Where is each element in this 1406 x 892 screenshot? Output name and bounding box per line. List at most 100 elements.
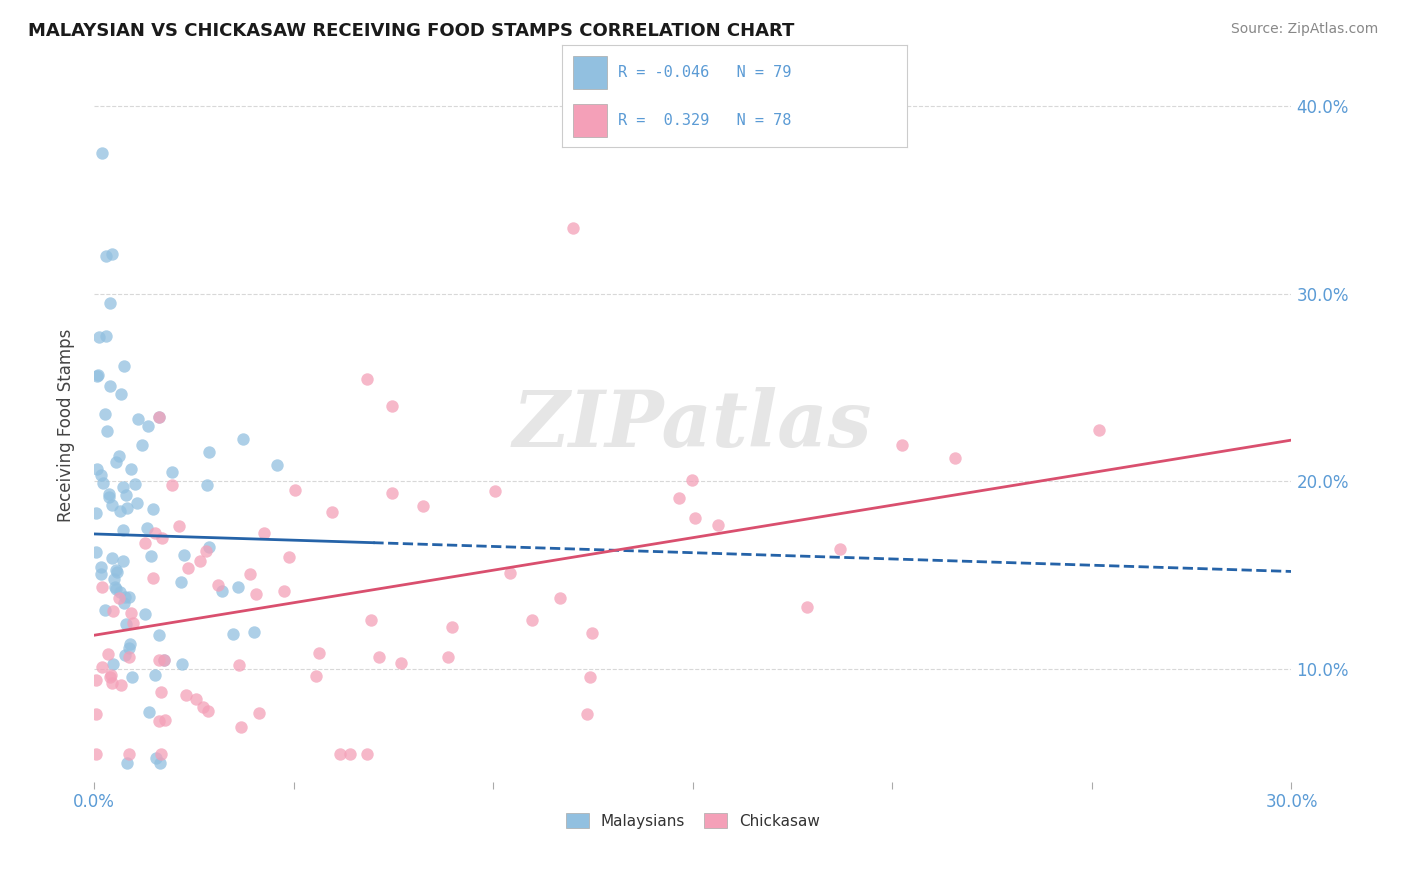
Point xyxy=(138,706,160,720)
Point xyxy=(112,596,135,610)
Point xyxy=(125,496,148,510)
Point xyxy=(153,713,176,727)
Point xyxy=(172,657,194,671)
Point xyxy=(160,478,183,492)
Point xyxy=(118,747,141,761)
Point xyxy=(578,670,600,684)
Point xyxy=(177,561,200,575)
Point xyxy=(277,549,299,564)
Point xyxy=(148,628,170,642)
Point xyxy=(239,566,262,581)
Point xyxy=(93,476,115,491)
Point xyxy=(124,477,146,491)
Point xyxy=(84,545,107,559)
Point xyxy=(197,704,219,718)
Point xyxy=(188,554,211,568)
Point xyxy=(153,653,176,667)
Point xyxy=(105,582,128,596)
Point xyxy=(142,571,165,585)
Point xyxy=(100,668,122,682)
Point xyxy=(118,641,141,656)
Point xyxy=(105,455,128,469)
Point xyxy=(561,221,583,235)
Text: Source: ZipAtlas.com: Source: ZipAtlas.com xyxy=(1230,22,1378,37)
Point xyxy=(308,646,330,660)
Point xyxy=(356,372,378,386)
Point xyxy=(167,519,190,533)
Point xyxy=(120,462,142,476)
Text: R = -0.046   N = 79: R = -0.046 N = 79 xyxy=(617,65,792,79)
Point xyxy=(339,747,361,761)
Point xyxy=(103,572,125,586)
Point xyxy=(389,657,412,671)
Point xyxy=(226,580,249,594)
Point xyxy=(90,145,112,160)
Point xyxy=(245,587,267,601)
Point xyxy=(115,756,138,770)
Point xyxy=(118,649,141,664)
Point xyxy=(134,535,156,549)
Text: R =  0.329   N = 78: R = 0.329 N = 78 xyxy=(617,113,792,128)
Point xyxy=(111,523,134,537)
Point xyxy=(581,626,603,640)
Point xyxy=(98,487,121,501)
Bar xyxy=(572,56,607,88)
Point xyxy=(112,554,135,568)
Point xyxy=(94,249,117,263)
Point xyxy=(150,684,173,698)
Point xyxy=(273,584,295,599)
Point xyxy=(173,548,195,562)
Point xyxy=(150,532,173,546)
Point xyxy=(100,550,122,565)
Point xyxy=(131,438,153,452)
Point xyxy=(796,600,818,615)
Point xyxy=(84,506,107,520)
Point xyxy=(148,653,170,667)
Point xyxy=(150,747,173,761)
Point xyxy=(229,720,252,734)
Bar xyxy=(572,104,607,137)
Point xyxy=(681,473,703,487)
Point xyxy=(90,559,112,574)
Point xyxy=(148,714,170,728)
Point xyxy=(101,676,124,690)
Point xyxy=(108,591,131,606)
Point xyxy=(127,412,149,426)
Point xyxy=(112,359,135,373)
Point xyxy=(945,450,967,465)
Point xyxy=(143,668,166,682)
Point xyxy=(118,590,141,604)
Y-axis label: Receiving Food Stamps: Receiving Food Stamps xyxy=(58,328,75,522)
Point xyxy=(139,549,162,563)
Text: MALAYSIAN VS CHICKASAW RECEIVING FOOD STAMPS CORRELATION CHART: MALAYSIAN VS CHICKASAW RECEIVING FOOD ST… xyxy=(28,22,794,40)
Text: ZIPatlas: ZIPatlas xyxy=(513,387,872,463)
Point xyxy=(381,399,404,413)
Point xyxy=(104,580,127,594)
Point xyxy=(1088,423,1111,437)
Point xyxy=(118,637,141,651)
Point xyxy=(228,657,250,672)
Point xyxy=(381,486,404,500)
Point xyxy=(101,604,124,618)
Point xyxy=(145,751,167,765)
Point xyxy=(111,480,134,494)
Point xyxy=(170,575,193,590)
Point xyxy=(668,491,690,505)
Point xyxy=(101,498,124,512)
Point xyxy=(198,445,221,459)
Point xyxy=(104,563,127,577)
Point xyxy=(576,706,599,721)
Point xyxy=(98,670,121,684)
Point xyxy=(114,648,136,663)
Point xyxy=(108,585,131,599)
Point xyxy=(412,500,434,514)
Point xyxy=(110,386,132,401)
Point xyxy=(305,669,328,683)
Point xyxy=(122,616,145,631)
Point xyxy=(253,526,276,541)
Point xyxy=(135,520,157,534)
Point xyxy=(84,707,107,722)
Point xyxy=(437,650,460,665)
Point xyxy=(186,691,208,706)
Point xyxy=(97,490,120,504)
